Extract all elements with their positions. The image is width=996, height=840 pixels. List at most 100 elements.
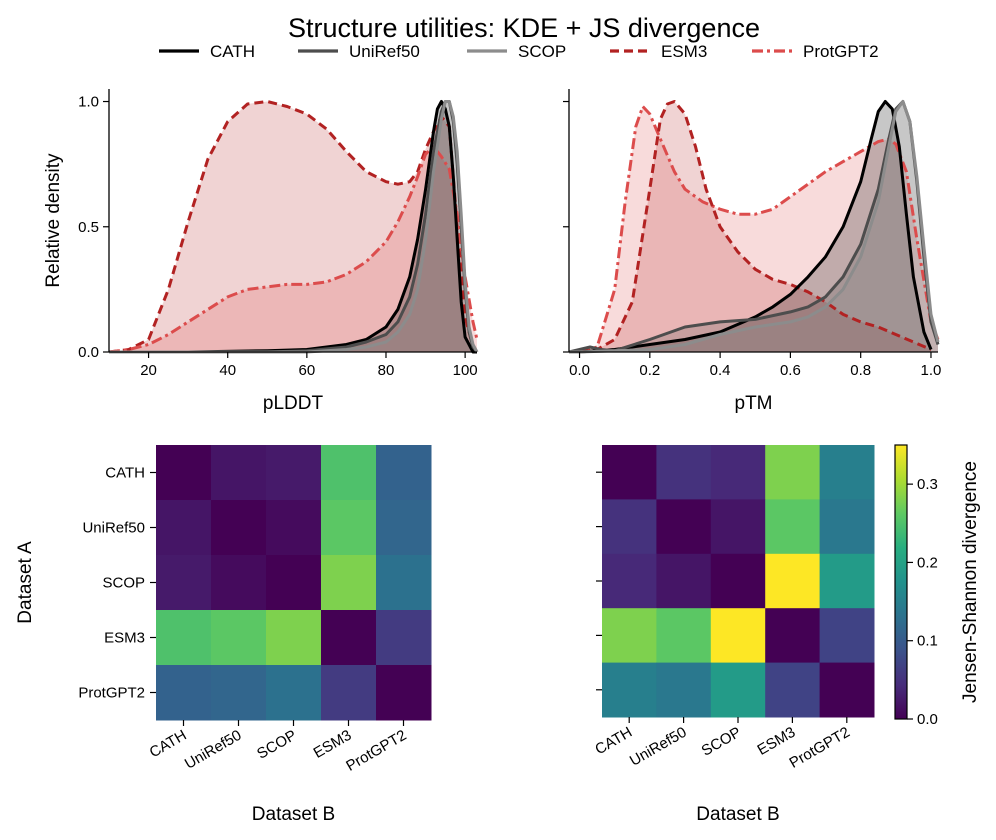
x-tick-label: UniRef50 — [627, 724, 690, 770]
heatmap-cell-protgpt2-scop — [710, 662, 766, 718]
legend-label-protgpt2: ProtGPT2 — [803, 42, 879, 61]
heatmap-cell-scop-protgpt2 — [376, 555, 432, 611]
x-tick-label: 60 — [299, 362, 316, 379]
heatmap-cell-protgpt2-protgpt2 — [376, 665, 432, 721]
legend-label-scop: SCOP — [518, 42, 566, 61]
x-tick-label: 20 — [140, 362, 157, 379]
x-tick-label: 100 — [453, 362, 478, 379]
x-tick-label: 0.0 — [569, 362, 590, 379]
figure-title: Structure utilities: KDE + JS divergence — [288, 13, 760, 43]
heatmap-cell-cath-cath — [156, 445, 212, 501]
y-tick-label: ESM3 — [104, 630, 145, 647]
x-tick-label: UniRef50 — [182, 727, 245, 773]
heatmap-cell-uniref50-uniref50 — [656, 499, 712, 555]
colorbar-tick-label: 0.3 — [917, 476, 938, 493]
heatmap-cell-protgpt2-cath — [156, 665, 212, 721]
heatmap-cell-cath-scop — [266, 445, 322, 501]
heatmap-cell-esm3-scop — [710, 608, 766, 664]
heatmap-cell-uniref50-scop — [710, 499, 766, 555]
x-tick-label: SCOP — [699, 724, 744, 760]
x-axis-label: pTM — [735, 393, 773, 414]
y-tick-label: CATH — [105, 465, 145, 482]
x-tick-label: 0.8 — [850, 362, 871, 379]
heatmap-cell-uniref50-esm3 — [321, 500, 377, 556]
kde-line-cath — [109, 100, 477, 354]
x-tick-label: ProtGPT2 — [787, 724, 853, 772]
y-tick-label: 0.5 — [78, 219, 99, 236]
y-axis-label: Relative density — [43, 153, 64, 288]
y-axis-label: Dataset A — [15, 541, 36, 624]
heatmap-cell-uniref50-uniref50 — [211, 500, 267, 556]
heatmap-cell-scop-scop — [266, 555, 322, 611]
heatmap-cell-cath-esm3 — [321, 445, 377, 501]
kde-fill-uniref50 — [569, 101, 938, 352]
kde-fill-scop — [569, 101, 938, 352]
x-tick-label: 1.0 — [921, 362, 942, 379]
colorbar: 0.0 0.1 0.2 0.3 Jensen-Shannon divergence — [894, 444, 981, 728]
heatmap-cell-scop-esm3 — [321, 555, 377, 611]
heatmap-cell-esm3-uniref50 — [211, 610, 267, 666]
heatmap-cell-cath-scop — [710, 445, 766, 500]
kde-fill-esm3 — [579, 101, 931, 352]
kde-fill-protgpt2 — [579, 106, 938, 352]
y-tick-label: ProtGPT2 — [78, 685, 145, 702]
heatmap-cell-scop-esm3 — [765, 553, 821, 609]
heatmap-cell-scop-uniref50 — [211, 555, 267, 611]
heatmap-cell-cath-protgpt2 — [819, 445, 875, 500]
heatmap-cell-uniref50-cath — [156, 500, 212, 556]
colorbar-tick-label: 0.2 — [917, 554, 938, 571]
colorbar-label: Jensen-Shannon divergence — [960, 461, 981, 703]
heatmap-cell-protgpt2-esm3 — [321, 665, 377, 721]
heatmap-cell-uniref50-protgpt2 — [376, 500, 432, 556]
x-tick-label: SCOP — [254, 727, 299, 763]
heatmap-cell-cath-esm3 — [765, 445, 821, 500]
x-tick-label: ProtGPT2 — [343, 727, 409, 775]
x-axis-label: Dataset B — [696, 804, 779, 825]
heatmap-cell-scop-cath — [156, 555, 212, 611]
kde-line-protgpt2 — [579, 105, 940, 354]
heatmap-cell-cath-cath — [602, 445, 657, 500]
kde-line-protgpt2 — [108, 145, 479, 354]
heatmap-cell-esm3-uniref50 — [656, 608, 712, 664]
colorbar-gradient — [894, 444, 908, 720]
y-tick-label: UniRef50 — [82, 520, 145, 537]
colorbar-tick-label: 0.1 — [917, 633, 938, 650]
heatmap-cell-protgpt2-uniref50 — [656, 662, 712, 718]
kde-line-cath — [569, 100, 933, 354]
heatmap-cell-protgpt2-cath — [602, 662, 657, 718]
heatmap-cell-uniref50-protgpt2 — [819, 499, 875, 555]
x-tick-label: CATH — [147, 727, 190, 762]
kde-plddt-panel: 20 40 60 80 100 0.0 0.5 1.0 pLDDT Relative densit… — [43, 89, 479, 414]
y-tick-label: 0.0 — [78, 344, 99, 361]
kde-fill-scop — [109, 101, 477, 352]
heatmap-cell-protgpt2-protgpt2 — [819, 662, 875, 718]
kde-line-esm3 — [579, 100, 932, 354]
legend-label-esm3: ESM3 — [661, 42, 707, 61]
heatmap-cell-esm3-cath — [602, 608, 657, 664]
kde-fill-cath — [569, 101, 931, 352]
heatmap-cell-esm3-protgpt2 — [819, 608, 875, 664]
heatmap-cell-esm3-cath — [156, 610, 212, 666]
y-tick-label: SCOP — [102, 575, 145, 592]
kde-fill-protgpt2 — [109, 146, 477, 352]
heatmap-cell-esm3-esm3 — [765, 608, 821, 664]
heatmap-cell-scop-protgpt2 — [819, 553, 875, 609]
heatmap-cell-protgpt2-esm3 — [765, 662, 821, 718]
legend: CATH UniRef50 SCOP ESM3 ProtGPT2 — [159, 42, 879, 61]
legend-label-cath: CATH — [210, 42, 255, 61]
heatmap-cell-uniref50-esm3 — [765, 499, 821, 555]
heatmap-cell-esm3-scop — [266, 610, 322, 666]
heatmap-cell-uniref50-scop — [266, 500, 322, 556]
x-tick-label: 0.6 — [780, 362, 801, 379]
heatmap-cell-protgpt2-scop — [266, 665, 322, 721]
heatmap-cell-cath-uniref50 — [211, 445, 267, 501]
y-tick-label: 1.0 — [78, 94, 99, 111]
kde-fill-esm3 — [109, 101, 477, 352]
heatmap-cell-scop-cath — [602, 553, 657, 609]
heatmap-cell-scop-uniref50 — [656, 553, 712, 609]
x-tick-label: 0.4 — [710, 362, 731, 379]
kde-line-scop — [569, 100, 940, 354]
heatmap-cell-esm3-protgpt2 — [376, 610, 432, 666]
